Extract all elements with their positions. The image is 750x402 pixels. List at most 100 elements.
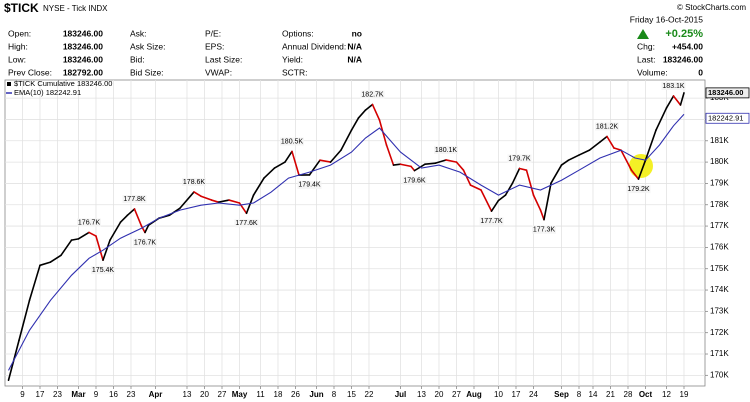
quote-label: Prev Close:: [8, 67, 52, 77]
y-tick-label: 179K: [710, 179, 729, 188]
legend-name: EMA(10): [14, 88, 44, 97]
y-tick-label: 180K: [710, 157, 729, 166]
price-segment: [291, 150, 300, 176]
price-segment: [665, 95, 675, 109]
legend-value: 182242.91: [46, 88, 81, 97]
price-segment: [284, 150, 293, 163]
up-arrow: [637, 29, 649, 39]
annotation-bg: [91, 266, 115, 275]
copyright: © StockCharts.com: [677, 3, 746, 12]
quote-label: Yield:: [282, 54, 303, 64]
price-segment: [539, 209, 545, 221]
x-tick-label: 13: [183, 390, 192, 399]
x-tick-label: 28: [624, 390, 633, 399]
x-tick-label: 20: [200, 390, 209, 399]
annotation-label: 177.3K: [533, 227, 556, 234]
price-segment: [133, 208, 143, 227]
price-segment: [385, 144, 395, 166]
annotation-bg: [434, 145, 458, 154]
annotation-label: 175.4K: [92, 267, 115, 274]
price-segment: [469, 184, 482, 191]
y-tick-label: 177K: [710, 221, 729, 230]
price-segment: [462, 169, 472, 186]
x-tick-label: May: [232, 390, 248, 399]
annotation-bg: [661, 81, 686, 90]
quote-value: 183246.00: [63, 28, 103, 38]
quote-label: P/E:: [205, 28, 221, 38]
price-segment: [599, 135, 608, 143]
x-tick-label: 20: [435, 390, 444, 399]
y-tick-label: 176K: [710, 243, 729, 252]
x-tick-label: 11: [256, 390, 265, 399]
annotation-label: 182.7K: [361, 91, 384, 98]
annotation-label: 179.4K: [298, 182, 321, 189]
price-segment: [357, 109, 367, 119]
quote-value: 183246.00: [63, 41, 103, 51]
price-segment: [210, 199, 220, 203]
annotation-label: 177.8K: [123, 196, 146, 203]
price-segment: [497, 194, 507, 202]
price-segment: [308, 159, 321, 176]
quote-label: Open:: [8, 28, 31, 38]
x-tick-label: 8: [332, 390, 337, 399]
price-segment: [392, 163, 402, 166]
annotation-label: 176.7K: [78, 219, 101, 226]
quote-label: Ask:: [130, 28, 147, 38]
annotation-bg: [234, 219, 259, 228]
summary-label: Chg:: [637, 41, 655, 51]
price-segment: [550, 164, 563, 185]
last-value-box: [705, 87, 750, 99]
price-segment: [60, 239, 73, 257]
quote-value: 182792.00: [63, 67, 103, 77]
quote-label: Bid:: [130, 54, 145, 64]
price-segment: [672, 95, 682, 106]
chart-subtitle: NYSE - Tick INDX: [43, 4, 108, 13]
price-segment: [532, 194, 542, 211]
x-tick-label: 26: [291, 390, 300, 399]
price-segment: [518, 167, 528, 172]
price-segment: [543, 182, 552, 221]
price-segment: [511, 167, 521, 185]
legend-entry: $TICK Cumulative 183246.00: [14, 79, 112, 88]
annotation-bg: [133, 238, 157, 247]
price-segment: [655, 107, 668, 131]
x-tick-label: 23: [53, 390, 62, 399]
summary-label: Last:: [637, 54, 655, 64]
annotation-label: 179.7K: [508, 155, 531, 162]
price-segment: [102, 239, 111, 261]
price-segment: [119, 214, 129, 224]
x-tick-label: 16: [109, 390, 118, 399]
price-segment: [424, 162, 437, 166]
annotation-bg: [532, 225, 556, 234]
price-segment: [410, 165, 416, 172]
annotation-bg: [507, 154, 532, 163]
summary-label: Volume:: [637, 67, 668, 77]
x-tick-label: Jun: [309, 390, 323, 399]
price-segment: [560, 159, 570, 166]
annotation-bg: [280, 137, 304, 146]
y-tick-label: 175K: [710, 264, 729, 273]
price-segment: [340, 129, 353, 151]
annotation-bg: [182, 177, 206, 186]
price-segment: [28, 264, 41, 302]
legend-entry: EMA(10) 182242.91: [14, 88, 81, 97]
price-segment: [252, 177, 265, 196]
price-segment: [39, 261, 52, 267]
x-tick-label: 13: [417, 390, 426, 399]
quote-label: Annual Dividend:: [282, 41, 346, 51]
price-segment: [588, 141, 601, 151]
x-tick-label: Aug: [466, 390, 482, 399]
price-segment: [18, 299, 31, 342]
x-tick-label: Oct: [639, 390, 653, 399]
price-segment: [630, 169, 640, 180]
price-segment: [263, 167, 276, 179]
y-tick-label: 181K: [710, 136, 729, 145]
price-segment: [434, 159, 447, 164]
annotation-label: 177.6K: [235, 220, 258, 227]
annotation-label: 179.6K: [403, 177, 426, 184]
summary-value: 183246.00: [663, 54, 703, 64]
x-tick-label: 19: [680, 390, 689, 399]
labels: 170K 171K 172K 173K 174K 175K 176K 177K 178K 179K…: [6, 79, 750, 399]
price-segment: [490, 199, 500, 212]
x-tick-label: Apr: [149, 390, 163, 399]
